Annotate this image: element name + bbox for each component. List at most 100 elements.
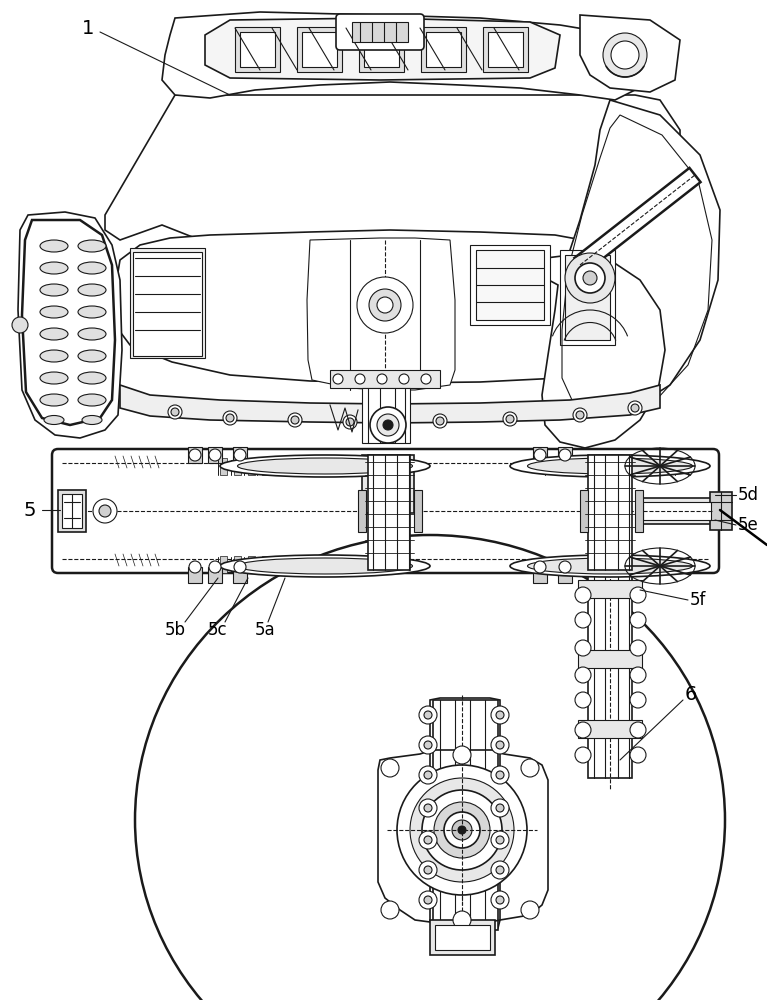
Circle shape bbox=[168, 405, 182, 419]
Circle shape bbox=[419, 799, 437, 817]
Bar bbox=[470, 245, 550, 325]
Ellipse shape bbox=[510, 455, 710, 477]
Ellipse shape bbox=[528, 458, 693, 474]
Polygon shape bbox=[105, 95, 680, 275]
Circle shape bbox=[496, 896, 504, 904]
Circle shape bbox=[397, 765, 527, 895]
Circle shape bbox=[424, 866, 432, 874]
Circle shape bbox=[234, 449, 246, 461]
Polygon shape bbox=[290, 556, 297, 573]
Bar bbox=[558, 447, 572, 463]
Ellipse shape bbox=[40, 306, 68, 318]
Ellipse shape bbox=[40, 372, 68, 384]
Circle shape bbox=[452, 820, 472, 840]
Circle shape bbox=[630, 722, 646, 738]
Circle shape bbox=[630, 612, 646, 628]
Circle shape bbox=[583, 271, 597, 285]
Circle shape bbox=[209, 561, 221, 573]
Circle shape bbox=[496, 866, 504, 874]
Bar bbox=[58, 490, 86, 532]
Bar bbox=[188, 567, 202, 583]
Circle shape bbox=[496, 711, 504, 719]
Circle shape bbox=[421, 374, 431, 384]
Ellipse shape bbox=[78, 284, 106, 296]
Polygon shape bbox=[318, 556, 325, 573]
Bar bbox=[558, 567, 572, 583]
Circle shape bbox=[534, 449, 546, 461]
Circle shape bbox=[491, 861, 509, 879]
Circle shape bbox=[575, 640, 591, 656]
Bar bbox=[302, 32, 337, 67]
Ellipse shape bbox=[78, 240, 106, 252]
Circle shape bbox=[12, 317, 28, 333]
Circle shape bbox=[234, 561, 246, 573]
Bar bbox=[565, 255, 610, 340]
Ellipse shape bbox=[40, 284, 68, 296]
Circle shape bbox=[575, 612, 591, 628]
Circle shape bbox=[491, 766, 509, 784]
Circle shape bbox=[521, 759, 539, 777]
Circle shape bbox=[503, 412, 517, 426]
Circle shape bbox=[444, 812, 480, 848]
Circle shape bbox=[506, 415, 514, 423]
Circle shape bbox=[424, 896, 432, 904]
Circle shape bbox=[422, 790, 502, 870]
Circle shape bbox=[521, 901, 539, 919]
Polygon shape bbox=[248, 556, 255, 573]
Ellipse shape bbox=[78, 306, 106, 318]
Ellipse shape bbox=[78, 350, 106, 362]
Circle shape bbox=[491, 891, 509, 909]
Polygon shape bbox=[555, 100, 720, 418]
Circle shape bbox=[291, 416, 299, 424]
Circle shape bbox=[377, 414, 399, 436]
Bar bbox=[578, 580, 642, 598]
Bar bbox=[297, 27, 342, 72]
Bar bbox=[352, 22, 408, 42]
Circle shape bbox=[631, 404, 639, 412]
Text: 6: 6 bbox=[685, 686, 697, 704]
Polygon shape bbox=[304, 556, 311, 573]
Bar bbox=[476, 250, 544, 320]
Polygon shape bbox=[205, 18, 560, 80]
Circle shape bbox=[343, 415, 357, 429]
Circle shape bbox=[496, 836, 504, 844]
Circle shape bbox=[209, 449, 221, 461]
Polygon shape bbox=[307, 238, 455, 390]
Circle shape bbox=[355, 374, 365, 384]
Polygon shape bbox=[276, 458, 283, 475]
Polygon shape bbox=[22, 220, 115, 425]
Circle shape bbox=[628, 401, 642, 415]
Polygon shape bbox=[162, 12, 640, 100]
Circle shape bbox=[189, 561, 201, 573]
Bar bbox=[578, 720, 642, 738]
Bar bbox=[435, 925, 490, 950]
Bar bbox=[359, 27, 404, 72]
Circle shape bbox=[433, 414, 447, 428]
Circle shape bbox=[575, 263, 605, 293]
Ellipse shape bbox=[82, 416, 102, 424]
Polygon shape bbox=[318, 458, 325, 475]
Circle shape bbox=[453, 746, 471, 764]
Ellipse shape bbox=[220, 555, 430, 577]
Bar bbox=[130, 248, 205, 358]
Bar bbox=[368, 457, 408, 511]
Polygon shape bbox=[220, 458, 227, 475]
Ellipse shape bbox=[238, 558, 413, 574]
Circle shape bbox=[424, 711, 432, 719]
Polygon shape bbox=[430, 698, 500, 932]
Polygon shape bbox=[262, 556, 269, 573]
Bar bbox=[578, 650, 642, 668]
Circle shape bbox=[381, 901, 399, 919]
Bar bbox=[533, 567, 547, 583]
Bar bbox=[330, 370, 440, 388]
Circle shape bbox=[419, 831, 437, 849]
Circle shape bbox=[223, 411, 237, 425]
Circle shape bbox=[357, 277, 413, 333]
Circle shape bbox=[419, 706, 437, 724]
Circle shape bbox=[576, 411, 584, 419]
Circle shape bbox=[377, 374, 387, 384]
Circle shape bbox=[93, 499, 117, 523]
Polygon shape bbox=[304, 458, 311, 475]
Bar bbox=[235, 27, 280, 72]
Bar bbox=[208, 447, 222, 463]
